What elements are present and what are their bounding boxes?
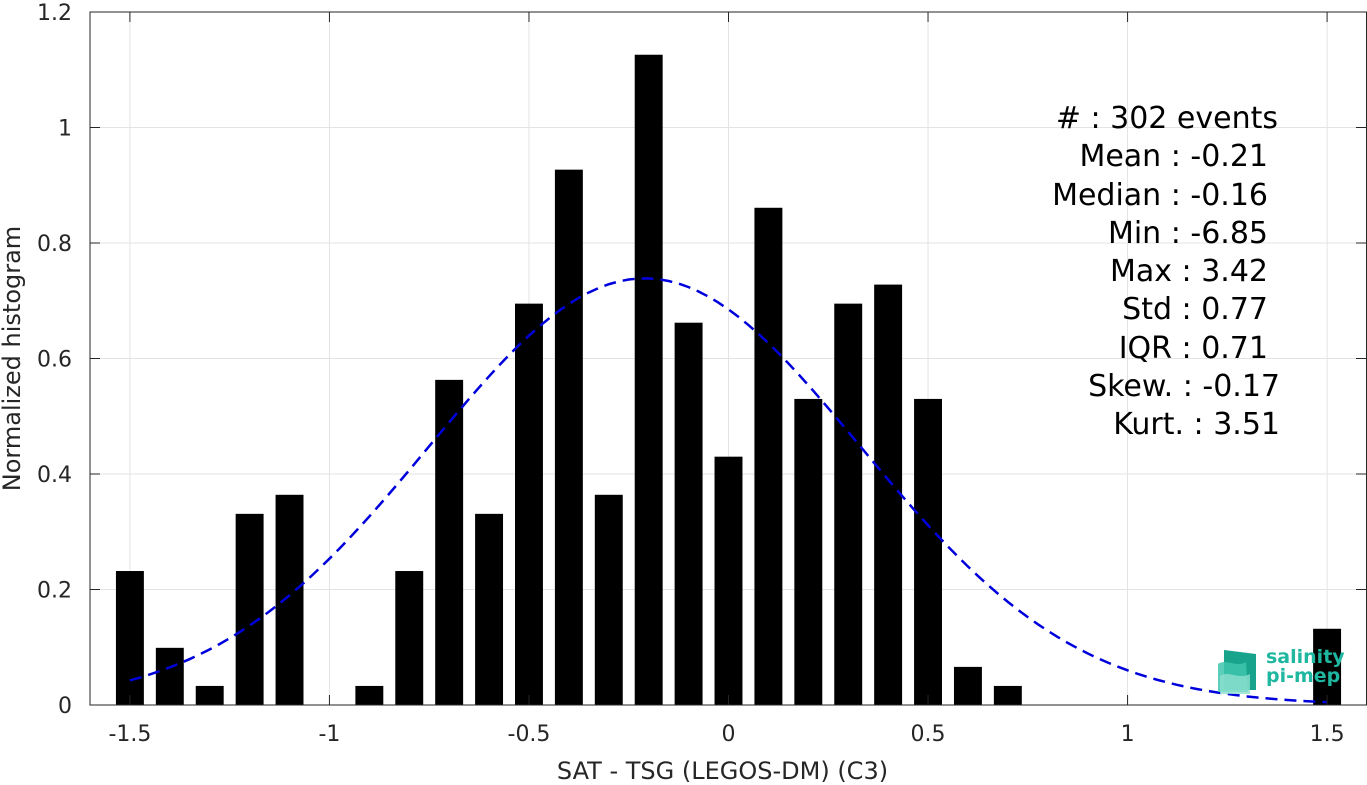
- histogram-bar: [235, 513, 264, 705]
- x-tick-label: -0.5: [508, 722, 551, 747]
- histogram-bar: [155, 647, 184, 705]
- x-tick-labels: -1.5 -1 -0.5 0 0.5 1 1.5: [108, 722, 1344, 747]
- y-tick-label: 0.4: [37, 463, 72, 488]
- x-tick-label: 1.5: [1310, 722, 1345, 747]
- histogram-bar: [714, 456, 743, 705]
- histogram-bar: [395, 571, 424, 705]
- salinity-pi-mep-logo: salinity pi-mep: [1216, 646, 1346, 694]
- histogram-bar: [953, 666, 982, 705]
- histogram-bar: [554, 169, 583, 706]
- x-tick-label: 0.5: [911, 722, 946, 747]
- stat-median: Median : -0.16: [1052, 177, 1268, 213]
- y-tick-label: 0.8: [37, 232, 72, 257]
- stat-mean: Mean : -0.21: [1079, 139, 1268, 175]
- y-tick-labels: 0 0.2 0.4 0.6 0.8 1 1.2: [37, 1, 72, 719]
- histogram-bar: [634, 54, 663, 706]
- histogram-bar: [594, 494, 623, 705]
- bars-group: [115, 54, 1342, 706]
- stat-max: Max : 3.42: [1110, 254, 1268, 290]
- histogram-bar: [914, 398, 942, 705]
- histogram-bar: [275, 494, 304, 705]
- histogram-bar: [435, 379, 464, 705]
- histogram-bar: [674, 322, 703, 705]
- histogram-bar: [515, 303, 543, 705]
- histogram-bar: [355, 685, 384, 705]
- histogram-bar: [115, 571, 144, 705]
- histogram-bar: [475, 513, 504, 705]
- axis-ticks: [90, 11, 1366, 706]
- stat-min: Min : -6.85: [1107, 215, 1268, 251]
- x-tick-label: -1.5: [108, 722, 151, 747]
- normal-fit-curve: [129, 277, 1328, 704]
- histogram-bar: [195, 685, 224, 705]
- y-tick-label: 1.2: [37, 1, 72, 26]
- y-axis-label: Normalized histogram: [0, 226, 26, 491]
- stat-iqr: IQR : 0.71: [1118, 330, 1268, 366]
- y-tick-label: 0.6: [37, 348, 72, 373]
- histogram-bar: [1313, 628, 1342, 705]
- statistics-box: # : 302 events Mean : -0.21 Median : -0.…: [1000, 100, 1280, 445]
- x-axis-label: SAT - TSG (LEGOS-DM) (C3): [557, 757, 888, 785]
- histogram-bar: [794, 398, 823, 705]
- logo-mark-icon: [1218, 650, 1256, 694]
- logo-line-1: salinity: [1266, 646, 1345, 668]
- x-tick-label: 1: [1121, 722, 1135, 747]
- y-tick-label: 0.2: [37, 579, 72, 604]
- x-tick-label: 0: [722, 722, 736, 747]
- y-tick-label: 1: [58, 117, 72, 142]
- y-tick-label: 0: [58, 694, 72, 719]
- stat-kurt: Kurt. : 3.51: [1113, 407, 1280, 443]
- histogram-bar: [874, 284, 903, 705]
- stat-count: # : 302 events: [1055, 101, 1278, 136]
- stat-std: Std : 0.77: [1122, 292, 1268, 328]
- histogram-bar: [754, 207, 783, 705]
- histogram-bar: [834, 303, 863, 705]
- histogram-bar: [993, 685, 1022, 705]
- stat-skew: Skew. : -0.17: [1088, 369, 1280, 405]
- logo-line-2: pi-mep: [1266, 665, 1341, 687]
- x-tick-label: -1: [318, 722, 340, 747]
